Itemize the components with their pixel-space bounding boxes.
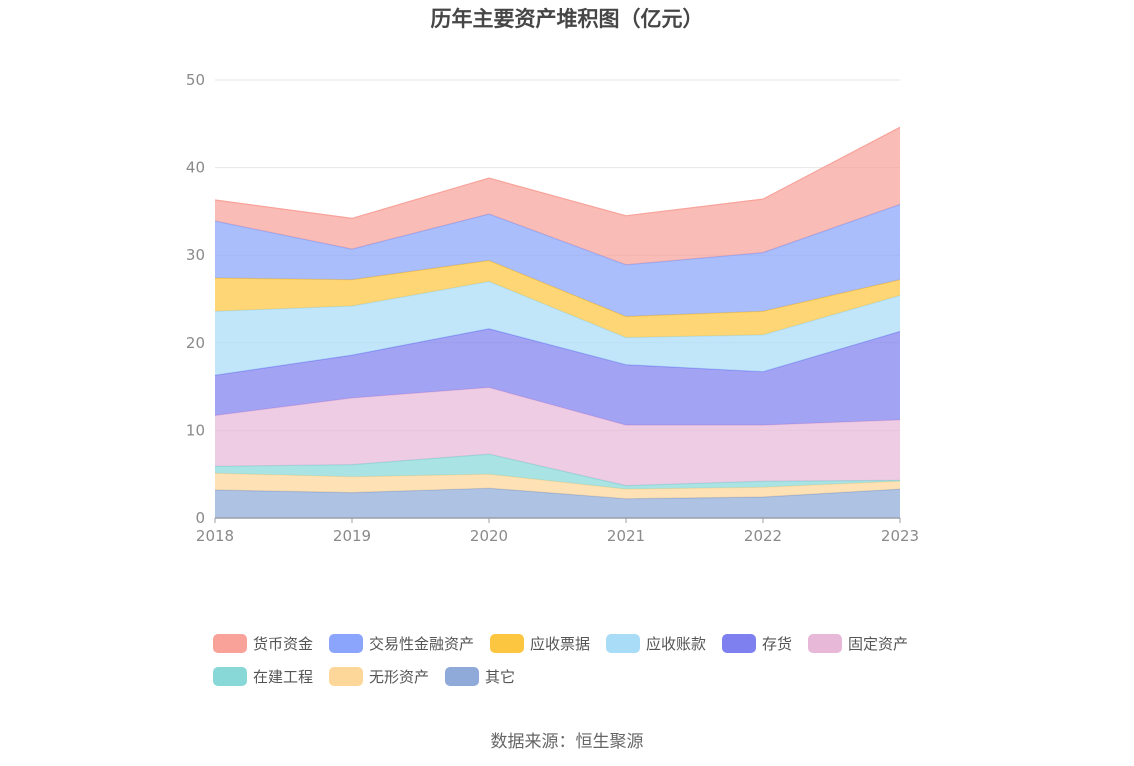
source-note: 数据来源：恒生聚源	[491, 732, 644, 752]
legend-swatch	[808, 634, 842, 653]
stacked-areas	[214, 126, 901, 518]
area-series	[215, 387, 900, 486]
x-tick-label: 2019	[333, 527, 371, 545]
legend-swatch	[490, 634, 524, 653]
area-series	[215, 454, 900, 490]
chart-title: 历年主要资产堆积图（亿元）	[431, 7, 704, 31]
legend-label: 应收票据	[530, 635, 590, 653]
area-series	[215, 328, 900, 426]
x-tick-label: 2022	[744, 527, 782, 545]
y-tick-label: 0	[195, 509, 205, 527]
axes: 0 10 20 30 40 50 2018 2019 2020 2021 2022 2023	[186, 71, 919, 545]
legend-item[interactable]: 无形资产	[329, 667, 429, 686]
legend-item[interactable]: 应收票据	[490, 634, 590, 653]
area-series-edge	[214, 126, 901, 220]
legend-label: 其它	[485, 668, 515, 686]
legend-label: 应收账款	[646, 635, 706, 653]
legend-item[interactable]: 交易性金融资产	[329, 634, 474, 653]
x-tick-label: 2018	[196, 527, 234, 545]
y-tick-label: 50	[186, 71, 205, 89]
legend-item[interactable]: 其它	[445, 667, 515, 686]
legend-swatch	[213, 667, 247, 686]
legend-item[interactable]: 货币资金	[213, 634, 313, 653]
legend-label: 交易性金融资产	[369, 635, 474, 653]
x-tick-label: 2020	[470, 527, 508, 545]
legend-swatch	[329, 634, 363, 653]
legend-item[interactable]: 应收账款	[606, 634, 706, 653]
legend-swatch	[606, 634, 640, 653]
area-series	[215, 204, 900, 317]
area-series	[215, 281, 900, 376]
x-tick-label: 2021	[607, 527, 645, 545]
legend-label: 固定资产	[848, 635, 908, 653]
y-tick-label: 20	[186, 334, 205, 352]
y-tick-label: 30	[186, 246, 205, 264]
y-tick-label: 10	[186, 421, 205, 439]
legend-item[interactable]: 存货	[722, 634, 792, 653]
area-series	[215, 127, 900, 265]
area-series	[215, 488, 900, 518]
legend-swatch	[445, 667, 479, 686]
area-series	[215, 260, 900, 338]
legend-swatch	[722, 634, 756, 653]
legend-swatch	[329, 667, 363, 686]
legend-label: 存货	[762, 635, 792, 653]
legend-label: 无形资产	[369, 668, 429, 686]
x-tick-label: 2023	[881, 527, 919, 545]
legend-label: 在建工程	[253, 668, 313, 686]
legend-item[interactable]: 固定资产	[808, 634, 908, 653]
y-tick-label: 40	[186, 159, 205, 177]
legend-label: 货币资金	[253, 635, 313, 653]
legend-swatch	[213, 634, 247, 653]
legend-item[interactable]: 在建工程	[213, 667, 313, 686]
area-series	[215, 473, 900, 499]
